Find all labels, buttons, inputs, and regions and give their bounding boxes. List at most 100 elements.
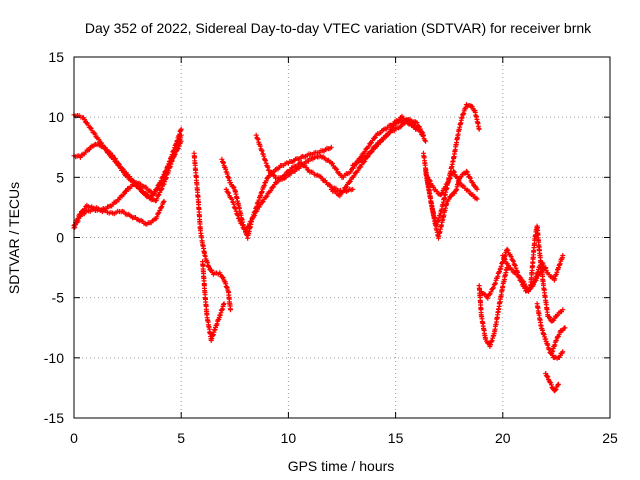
data-point-marker (445, 179, 451, 185)
data-point-marker (334, 166, 340, 172)
data-point-marker (451, 168, 456, 174)
series-arc-16 (476, 265, 510, 349)
data-point-marker (124, 188, 129, 194)
data-point-marker (228, 307, 233, 313)
data-point-marker (534, 270, 540, 276)
data-point-marker (346, 179, 352, 185)
data-point-marker (501, 255, 507, 261)
data-point-marker (223, 186, 229, 192)
series-arc-14 (423, 168, 480, 241)
data-point-marker (362, 149, 368, 155)
data-point-marker (157, 189, 163, 195)
data-point-marker (562, 325, 568, 331)
data-point-marker (420, 133, 426, 139)
data-point-marker (154, 196, 160, 202)
data-point-marker (206, 264, 212, 270)
data-point-marker (350, 186, 356, 192)
series-arc-4 (71, 198, 167, 231)
data-point-marker (220, 275, 226, 281)
data-point-marker (455, 175, 460, 181)
data-point-marker (545, 374, 551, 380)
data-point-marker (414, 120, 420, 126)
data-point-marker (504, 246, 510, 252)
data-point-marker (96, 137, 102, 143)
data-point-marker (153, 189, 158, 195)
data-point-marker (533, 273, 539, 279)
grid-lines (74, 57, 610, 418)
data-point-marker (546, 314, 552, 319)
data-point-marker (92, 131, 98, 137)
data-point-marker (490, 285, 496, 291)
data-point-marker (257, 202, 263, 208)
data-point-marker (226, 190, 232, 196)
chart-title: Day 352 of 2022, Sidereal Day-to-day VTE… (85, 20, 592, 36)
x-tick-label: 0 (70, 430, 78, 446)
data-point-marker (243, 227, 249, 233)
data-point-marker (110, 152, 116, 158)
y-axis-label: SDTVAR / TECUs (6, 182, 22, 294)
data-point-marker (158, 205, 164, 211)
data-point-marker (178, 126, 184, 132)
y-tick-label: 0 (56, 230, 64, 246)
data-point-marker (154, 214, 160, 220)
data-point-marker (337, 193, 343, 199)
data-point-marker (474, 186, 480, 192)
data-point-marker (116, 161, 122, 167)
data-point-marker (160, 199, 166, 205)
y-tick-labels: -15 -10 -5 0 5 10 15 (44, 49, 64, 426)
data-point-marker (447, 175, 453, 181)
data-point-marker (75, 218, 81, 224)
series-arc-10 (328, 116, 426, 199)
series-arc-13 (421, 102, 482, 229)
y-tick-label: -5 (52, 290, 65, 306)
data-point-marker (229, 196, 235, 202)
series-arc-11 (339, 113, 429, 180)
data-point-marker (557, 262, 563, 268)
data-point-marker (522, 281, 527, 287)
series-arc-22 (549, 325, 568, 355)
data-point-marker (560, 253, 566, 258)
data-point-marker (259, 199, 265, 205)
data-point-marker (523, 284, 529, 290)
data-point-marker (157, 207, 163, 213)
data-point-marker (72, 224, 78, 230)
data-point-marker (263, 178, 269, 184)
data-point-marker (422, 137, 428, 143)
data-point-marker (371, 135, 377, 141)
data-point-marker (348, 169, 354, 175)
data-points (71, 102, 568, 394)
data-point-marker (161, 198, 167, 204)
axis-ticks (73, 56, 611, 419)
series-arc-6 (200, 259, 227, 343)
data-point-marker (510, 257, 516, 263)
data-point-marker (502, 256, 508, 262)
data-point-marker (268, 188, 274, 193)
data-point-marker (464, 169, 470, 175)
data-point-marker (553, 337, 559, 343)
data-point-marker (560, 307, 566, 313)
data-point-marker (156, 192, 162, 198)
data-point-marker (512, 263, 518, 269)
y-tick-label: -15 (44, 410, 64, 426)
data-point-marker (82, 117, 87, 122)
series-arc-9 (253, 132, 345, 182)
data-point-marker (329, 161, 335, 166)
data-point-marker (467, 175, 473, 181)
data-point-marker (556, 381, 561, 387)
data-point-marker (391, 123, 397, 129)
data-point-marker (555, 382, 561, 388)
data-point-marker (159, 204, 165, 210)
y-tick-label: 5 (56, 169, 64, 185)
data-point-marker (469, 104, 475, 110)
data-point-marker (560, 349, 566, 355)
data-point-marker (500, 253, 506, 258)
data-point-marker (366, 143, 372, 149)
data-point-marker (505, 247, 511, 253)
series-arc-19 (528, 223, 566, 324)
data-point-marker (452, 190, 458, 196)
series-arc-7 (219, 144, 334, 241)
series-arc-21 (543, 371, 561, 394)
data-point-marker (351, 173, 357, 179)
data-point-marker (251, 213, 257, 218)
data-point-marker (488, 289, 494, 295)
